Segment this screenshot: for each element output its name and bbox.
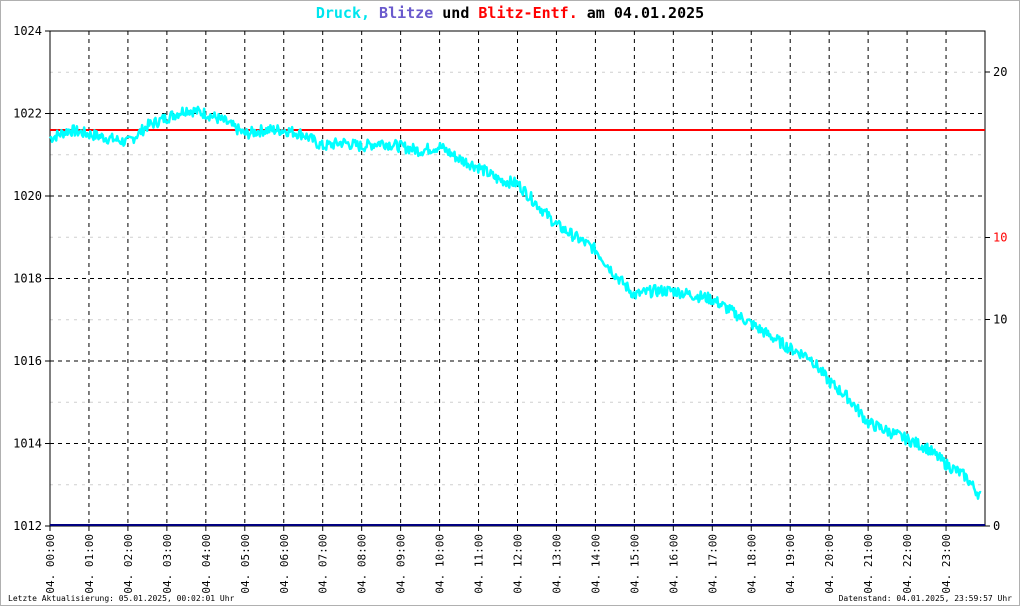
pressure-line: [49, 105, 982, 500]
x-tick-label: 04. 22:00: [901, 534, 914, 594]
x-tick-label: 04. 09:00: [395, 534, 408, 594]
title-lightning: Blitze: [379, 4, 434, 22]
x-tick-label: 04. 07:00: [317, 534, 330, 594]
y-tick-label: 1012: [13, 519, 42, 533]
x-tick-label: 04. 21:00: [862, 534, 875, 594]
x-tick-label: 04. 20:00: [823, 534, 836, 594]
title-and: und: [442, 4, 470, 22]
x-tick-label: 04. 23:00: [940, 534, 953, 594]
x-tick-label: 04. 13:00: [550, 534, 563, 594]
x-tick-label: 04. 08:00: [356, 534, 369, 594]
y-tick-label: 1020: [13, 189, 42, 203]
x-tick-label: 04. 05:00: [239, 534, 252, 594]
x-tick-label: 04. 00:00: [44, 534, 57, 594]
chart-title: Druck, Blitze und Blitz-Entf. am 04.01.2…: [0, 4, 1020, 22]
x-tick-label: 04. 03:00: [161, 534, 174, 594]
x-tick-label: 04. 19:00: [784, 534, 797, 594]
x-tick-label: 04. 10:00: [434, 534, 447, 594]
title-date: am 04.01.2025: [586, 4, 705, 22]
y2-tick-label: 10: [993, 313, 1007, 327]
x-tick-label: 04. 01:00: [83, 534, 96, 594]
x-tick-label: 04. 11:00: [473, 534, 486, 594]
x-tick-label: 04. 14:00: [589, 534, 602, 594]
data-status-text: Datenstand: 04.01.2025, 23:59:57 Uhr: [838, 594, 1012, 603]
y-tick-label: 1018: [13, 272, 42, 286]
y2-tick-label: 20: [993, 65, 1007, 79]
x-tick-label: 04. 18:00: [745, 534, 758, 594]
y2-tick-label: 0: [993, 519, 1000, 533]
x-tick-label: 04. 06:00: [278, 534, 291, 594]
x-tick-label: 04. 15:00: [628, 534, 641, 594]
y-tick-label: 1014: [13, 437, 42, 451]
y-tick-label: 1024: [13, 24, 42, 38]
x-tick-label: 04. 16:00: [667, 534, 680, 594]
title-distance: Blitz-Entf.: [478, 4, 578, 22]
y2-tick-label: 10: [993, 231, 1007, 245]
last-update-text: Letzte Aktualisierung: 05.01.2025, 00:02…: [8, 594, 235, 603]
x-tick-label: 04. 02:00: [122, 534, 135, 594]
x-tick-label: 04. 17:00: [706, 534, 719, 594]
x-tick-label: 04. 12:00: [512, 534, 525, 594]
title-pressure: Druck,: [315, 4, 371, 22]
grid: [50, 31, 985, 526]
x-tick-label: 04. 04:00: [200, 534, 213, 594]
series-layer: [49, 105, 985, 526]
y-tick-label: 1022: [13, 107, 42, 121]
y-tick-label: 1016: [13, 354, 42, 368]
